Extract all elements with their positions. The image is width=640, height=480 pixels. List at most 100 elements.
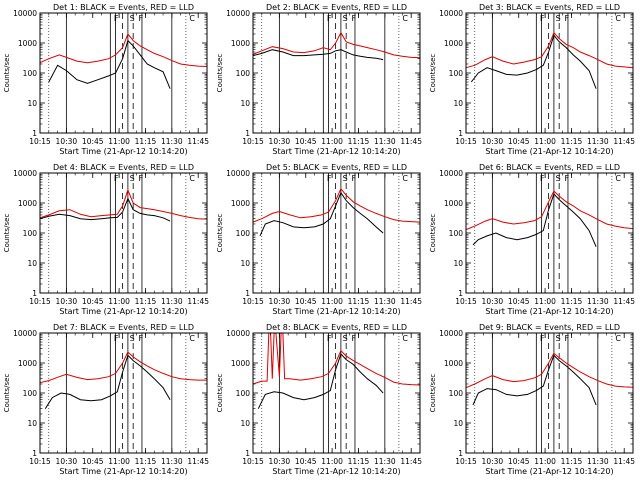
marker-label: C (402, 174, 408, 183)
series-lld-line (465, 190, 634, 231)
plot-frame (465, 332, 634, 454)
marker-label: F (351, 14, 356, 23)
x-tick-label: 10:30 (56, 457, 78, 466)
plot-frame (252, 12, 421, 134)
y-tick-label: 1 (458, 289, 463, 298)
x-tick-label: 11:30 (587, 457, 609, 466)
panel-title: Det 2: BLACK = Events, RED = LLD (266, 3, 407, 12)
x-tick-label: 10:15 (455, 137, 477, 146)
marker-label: F (540, 14, 545, 23)
y-tick-label: 100 (23, 69, 38, 78)
panel-title: Det 5: BLACK = Events, RED = LLD (266, 163, 407, 172)
marker-label: S (556, 334, 561, 343)
y-tick-label: 100 (449, 389, 464, 398)
y-tick-label: 1 (32, 289, 37, 298)
y-tick-label: 10000 (439, 329, 463, 338)
y-tick-label: 100 (236, 389, 251, 398)
x-tick-label: 10:45 (508, 137, 530, 146)
x-tick-label: 11:30 (374, 457, 396, 466)
y-tick-label: 10000 (13, 169, 37, 178)
y-axis-label: Counts/sec (216, 214, 224, 253)
marker-label: F (564, 14, 569, 23)
marker-label: F (564, 334, 569, 343)
plot-frame (39, 12, 208, 134)
x-tick-label: 10:30 (269, 297, 291, 306)
series-lld-line (252, 332, 421, 386)
x-tick-label: 11:15 (348, 457, 370, 466)
series-events-line (252, 49, 384, 61)
y-tick-label: 1 (458, 449, 463, 458)
y-tick-label: 1000 (18, 359, 37, 368)
y-tick-label: 10 (240, 99, 250, 108)
x-tick-label: 11:00 (108, 137, 130, 146)
series-events-line (470, 34, 597, 89)
x-tick-label: 10:15 (242, 297, 264, 306)
x-tick-label: 10:30 (482, 457, 504, 466)
marker-label: C (189, 174, 195, 183)
x-tick-label: 11:45 (613, 457, 635, 466)
x-tick-label: 11:15 (135, 297, 157, 306)
x-tick-label: 11:15 (561, 137, 583, 146)
y-tick-label: 1000 (444, 359, 463, 368)
y-tick-label: 1000 (231, 39, 250, 48)
panel-title: Det 4: BLACK = Events, RED = LLD (53, 163, 194, 172)
x-tick-label: 11:30 (587, 137, 609, 146)
x-tick-label: 10:15 (29, 297, 51, 306)
y-axis-label: Counts/sec (3, 54, 11, 93)
x-tick-label: 10:45 (82, 137, 104, 146)
x-tick-label: 10:30 (269, 457, 291, 466)
y-tick-label: 10 (240, 259, 250, 268)
plot-frame (465, 172, 634, 294)
x-tick-label: 11:45 (187, 457, 209, 466)
x-tick-label: 11:15 (348, 297, 370, 306)
x-axis-label: Start Time (21-Apr-12 10:14:20) (59, 307, 187, 316)
x-tick-label: 11:30 (587, 297, 609, 306)
y-tick-label: 1 (32, 449, 37, 458)
x-tick-label: 11:00 (534, 297, 556, 306)
y-tick-label: 1 (245, 289, 250, 298)
y-tick-label: 1 (458, 129, 463, 138)
x-tick-label: 11:45 (613, 297, 635, 306)
series-events-line (39, 197, 171, 222)
x-tick-label: 11:00 (108, 457, 130, 466)
y-axis-label: Counts/sec (429, 374, 437, 413)
marker-label: F (327, 174, 332, 183)
y-tick-label: 10000 (226, 329, 250, 338)
x-tick-label: 10:30 (269, 137, 291, 146)
y-tick-label: 100 (449, 229, 464, 238)
x-axis-label: Start Time (21-Apr-12 10:14:20) (59, 467, 187, 476)
y-axis-label: Counts/sec (3, 214, 11, 253)
x-tick-label: 10:15 (455, 297, 477, 306)
marker-label: F (138, 174, 143, 183)
x-tick-label: 11:45 (187, 137, 209, 146)
x-tick-label: 10:30 (482, 137, 504, 146)
panel-title: Det 6: BLACK = Events, RED = LLD (479, 163, 620, 172)
marker-label: F (540, 334, 545, 343)
marker-label: C (615, 334, 621, 343)
y-tick-label: 10000 (439, 9, 463, 18)
y-tick-label: 100 (236, 69, 251, 78)
marker-label: F (327, 14, 332, 23)
marker-label: S (343, 174, 348, 183)
y-tick-label: 10 (453, 419, 463, 428)
series-events-line (48, 39, 171, 89)
y-tick-label: 10000 (439, 169, 463, 178)
x-tick-label: 10:30 (482, 297, 504, 306)
y-tick-label: 10000 (226, 169, 250, 178)
series-events-line (472, 354, 597, 406)
x-tick-label: 11:30 (161, 457, 183, 466)
x-axis-label: Start Time (21-Apr-12 10:14:20) (485, 467, 613, 476)
y-tick-label: 10 (240, 419, 250, 428)
x-tick-label: 10:15 (242, 457, 264, 466)
x-axis-label: Start Time (21-Apr-12 10:14:20) (59, 147, 187, 156)
plot-frame (39, 332, 208, 454)
y-tick-label: 10 (27, 259, 37, 268)
marker-label: F (114, 334, 119, 343)
marker-label: F (114, 174, 119, 183)
panel-title: Det 9: BLACK = Events, RED = LLD (479, 323, 620, 332)
